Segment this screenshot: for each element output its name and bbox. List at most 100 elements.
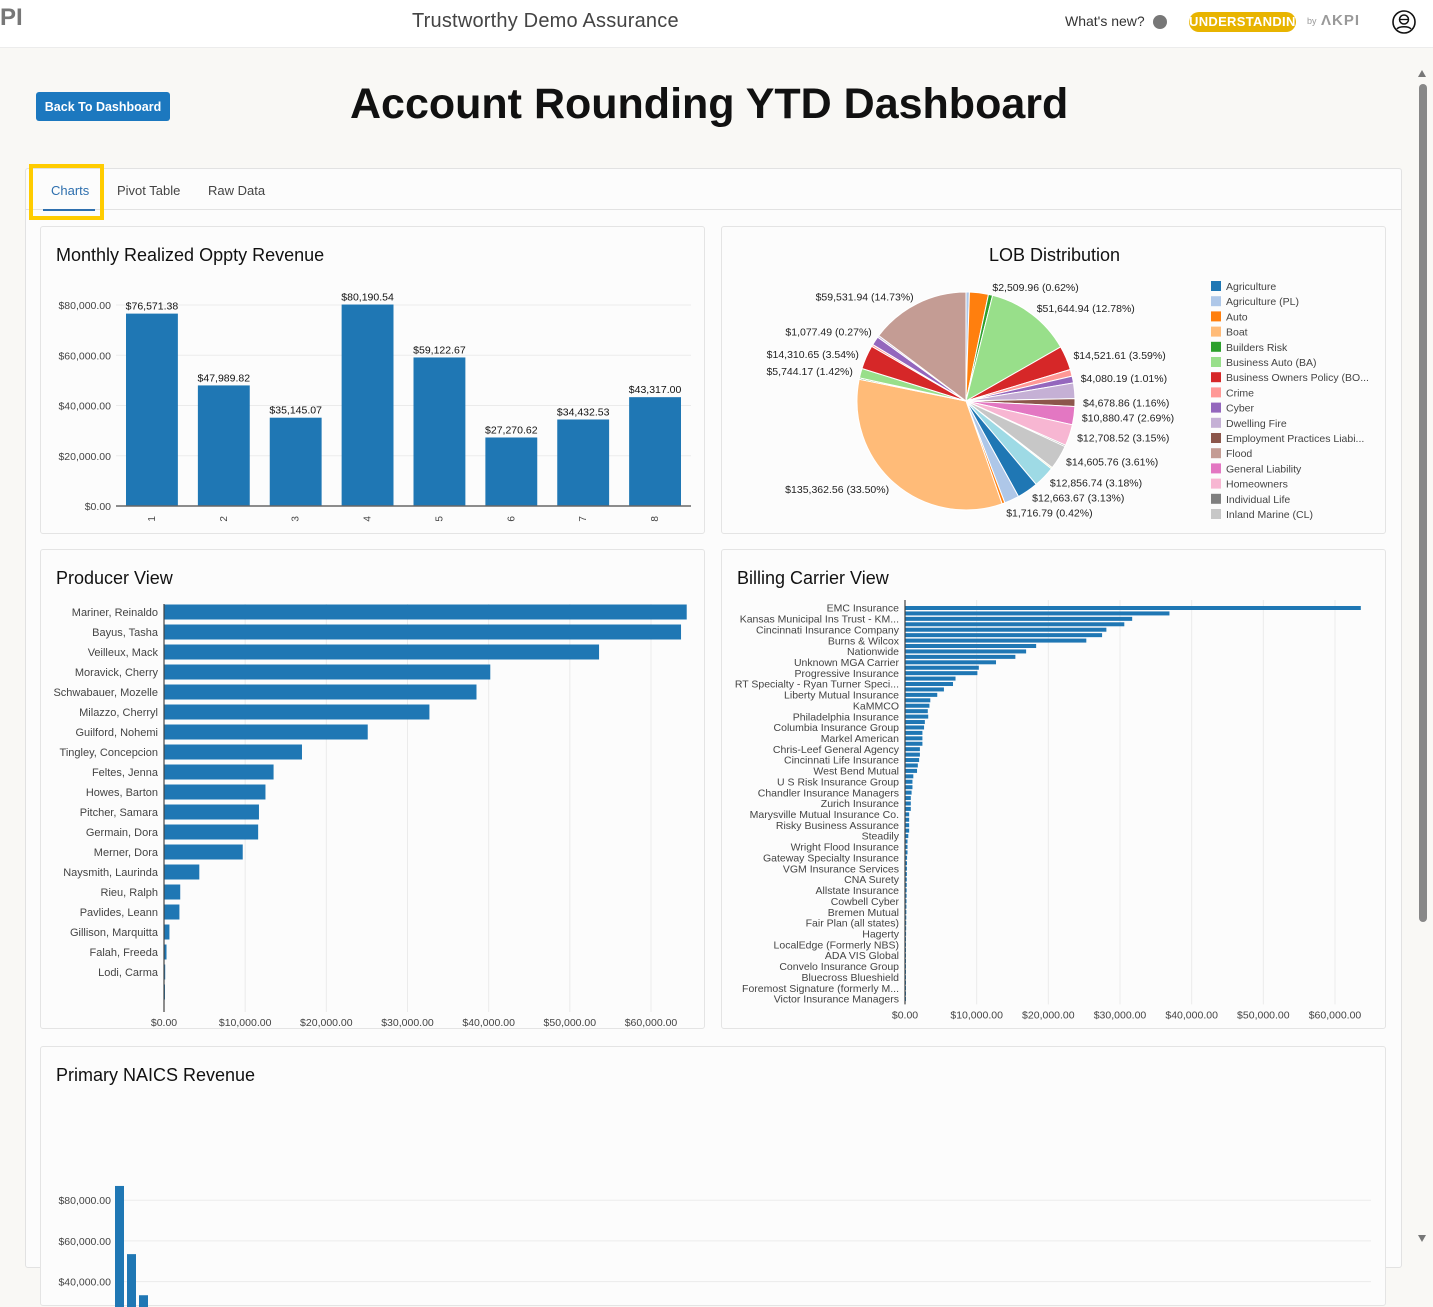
category-label: Convelo Insurance Group [779, 961, 899, 973]
bar [905, 758, 920, 763]
user-circle-icon[interactable] [1392, 10, 1416, 34]
bar [164, 884, 181, 900]
category-label: KaMMCO [853, 700, 899, 712]
bar [905, 736, 923, 741]
category-label: Guilford, Nohemi [75, 727, 158, 739]
bar [905, 730, 923, 735]
bar [164, 664, 491, 680]
bar [905, 725, 925, 730]
understanding-badge[interactable]: UNDERSTANDING [1189, 12, 1306, 32]
legend-label: Business Auto (BA) [1226, 357, 1316, 369]
slice-label: $135,362.56 (33.50%) [785, 484, 889, 496]
x-tick-label: 4 [363, 516, 374, 522]
slice-label: $2,509.96 (0.62%) [992, 282, 1078, 294]
category-label: Milazzo, Cherryl [79, 707, 158, 719]
category-label: Bayus, Tasha [92, 627, 159, 639]
bar [905, 899, 907, 904]
bar [164, 944, 167, 960]
x-tick-label: 7 [578, 516, 589, 522]
tab-pivot-table[interactable]: Pivot Table [117, 183, 181, 198]
notification-dot-icon[interactable] [1153, 15, 1167, 29]
bar [905, 692, 938, 697]
category-label: Bluecross Blueshield [802, 972, 900, 984]
bar [905, 752, 920, 757]
highlight-box [29, 164, 104, 220]
x-tick-label: $40,000.00 [1165, 1009, 1218, 1021]
data-label: $35,145.07 [269, 405, 322, 417]
bar [269, 417, 322, 506]
category-label: Unknown MGA Carrier [794, 657, 900, 669]
legend-swatch [1211, 433, 1221, 443]
data-label: $59,122.67 [413, 344, 466, 356]
y-tick-label: $0.00 [85, 501, 111, 513]
legend-swatch [1211, 357, 1221, 367]
bar [905, 790, 912, 795]
active-tab-indicator [43, 209, 95, 211]
bar [905, 801, 911, 806]
bar [905, 676, 956, 681]
category-label: Victor Insurance Managers [774, 994, 899, 1006]
category-label: U S Risk Insurance Group [777, 776, 899, 788]
bar [164, 924, 170, 940]
bar [164, 604, 687, 620]
bar [557, 419, 610, 506]
chart-title: Monthly Realized Oppty Revenue [56, 245, 325, 265]
bar [905, 616, 1133, 621]
category-label: Markel American [821, 733, 899, 745]
category-label: Risky Business Assurance [776, 820, 899, 832]
bar [485, 437, 538, 506]
legend-label: Individual Life [1226, 494, 1290, 506]
bar [905, 768, 918, 773]
bar [905, 741, 923, 746]
bar [905, 828, 910, 833]
legend-label: Agriculture [1226, 281, 1276, 293]
logo[interactable]: PI [0, 4, 23, 31]
legend-label: Builders Risk [1226, 342, 1288, 354]
chart-title: Primary NAICS Revenue [56, 1065, 256, 1085]
slice-label: $1,077.49 (0.27%) [785, 327, 871, 339]
category-label: Allstate Insurance [816, 885, 900, 897]
category-label: Cowbell Cyber [831, 896, 900, 908]
scrollbar-thumb[interactable] [1419, 84, 1427, 922]
legend-label: Business Owners Policy (BO... [1226, 372, 1369, 384]
slice-label: $5,744.17 (1.42%) [766, 366, 852, 378]
category-label: Wright Flood Insurance [791, 842, 900, 854]
tab-charts[interactable]: Charts [51, 183, 90, 198]
top-header: PI Trustworthy Demo Assurance What's new… [0, 0, 1433, 48]
x-tick-label: 2 [219, 516, 230, 522]
bar [905, 877, 907, 882]
billing-carrier-card: Billing Carrier View $0.00 $10,000.00 $20,… [721, 549, 1386, 1029]
bar [905, 654, 1016, 659]
whats-new-link[interactable]: What's new? [1065, 13, 1145, 29]
page-scrollbar[interactable] [1417, 66, 1429, 1246]
category-label: Pavlides, Leann [80, 907, 158, 919]
slice-label: $14,310.65 (3.54%) [767, 349, 859, 361]
naics-revenue-card: Primary NAICS Revenue $20,000.00$40,000.… [40, 1046, 1386, 1307]
legend-label: Employment Practices Liabi... [1226, 433, 1364, 445]
bar [197, 385, 250, 506]
legend-label: Cyber [1226, 403, 1255, 415]
y-tick-label: $60,000.00 [58, 350, 111, 362]
scroll-up-icon[interactable] [1418, 70, 1426, 77]
category-label: Cincinnati Insurance Company [756, 624, 900, 636]
category-label: Burns & Wilcox [828, 635, 900, 647]
category-label: Tingley, Concepcion [60, 747, 158, 759]
bar [164, 624, 682, 640]
bar [905, 649, 1027, 654]
monthly-revenue-chart: $0.00 $20,000.00 $40,000.00 $60,000.00 $80,0… [58, 292, 691, 522]
back-to-dashboard-button[interactable]: Back To Dashboard [36, 92, 170, 121]
category-label: Rieu, Ralph [101, 887, 158, 899]
tab-bar: Charts Pivot Table Raw Data [26, 169, 1401, 211]
bar [164, 704, 430, 720]
bar [905, 844, 908, 849]
scroll-down-icon[interactable] [1418, 1235, 1426, 1242]
slice-label: $4,080.19 (1.01%) [1081, 373, 1167, 385]
x-tick-label: $50,000.00 [1237, 1009, 1290, 1021]
slice-label: $10,880.47 (2.69%) [1082, 413, 1174, 425]
tab-raw-data[interactable]: Raw Data [208, 183, 266, 198]
x-tick-label: $40,000.00 [462, 1017, 515, 1029]
producer-view-chart: $0.00 $10,000.00 $20,000.00 $30,000.00 $40,0… [53, 604, 687, 1029]
chart-title: LOB Distribution [988, 245, 1121, 265]
category-label: Columbia Insurance Group [774, 722, 900, 734]
chart-title: Producer View [56, 568, 173, 588]
